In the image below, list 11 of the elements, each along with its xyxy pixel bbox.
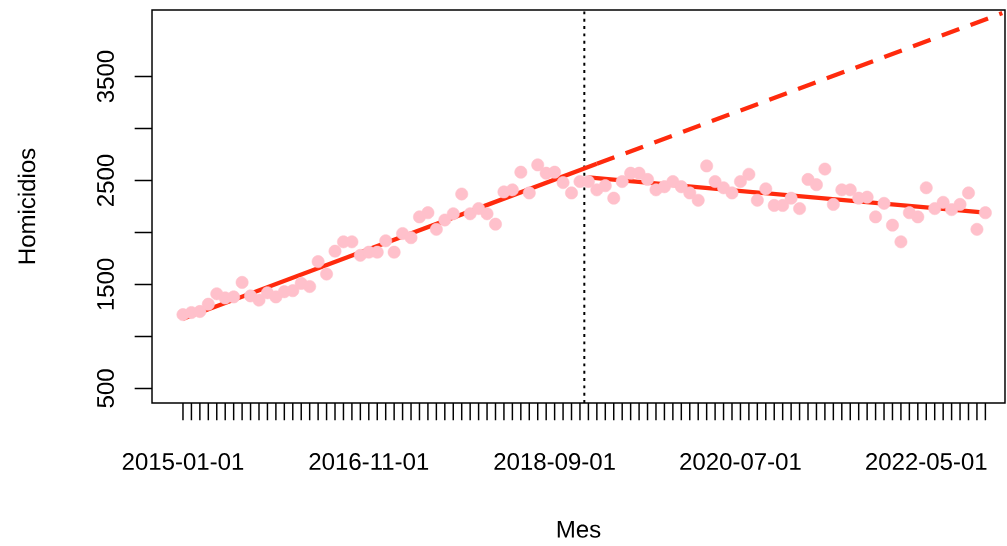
x-tick-label: 2015-01-01 [122,453,244,471]
y-axis-title: Homicidios [17,148,36,264]
y-tick-label: 3500 [96,50,114,103]
y-tick-label: 500 [96,369,114,408]
x-axis-title: Mes [557,521,601,538]
x-tick-label: 2022-05-01 [866,453,987,471]
y-tick-label: 1500 [96,258,114,310]
y-tick-label: 2500 [96,154,114,206]
x-tick-label: 2020-07-01 [680,453,801,471]
x-tick-label: 2018-09-01 [494,453,615,471]
x-tick-label: 2016-11-01 [309,453,429,471]
